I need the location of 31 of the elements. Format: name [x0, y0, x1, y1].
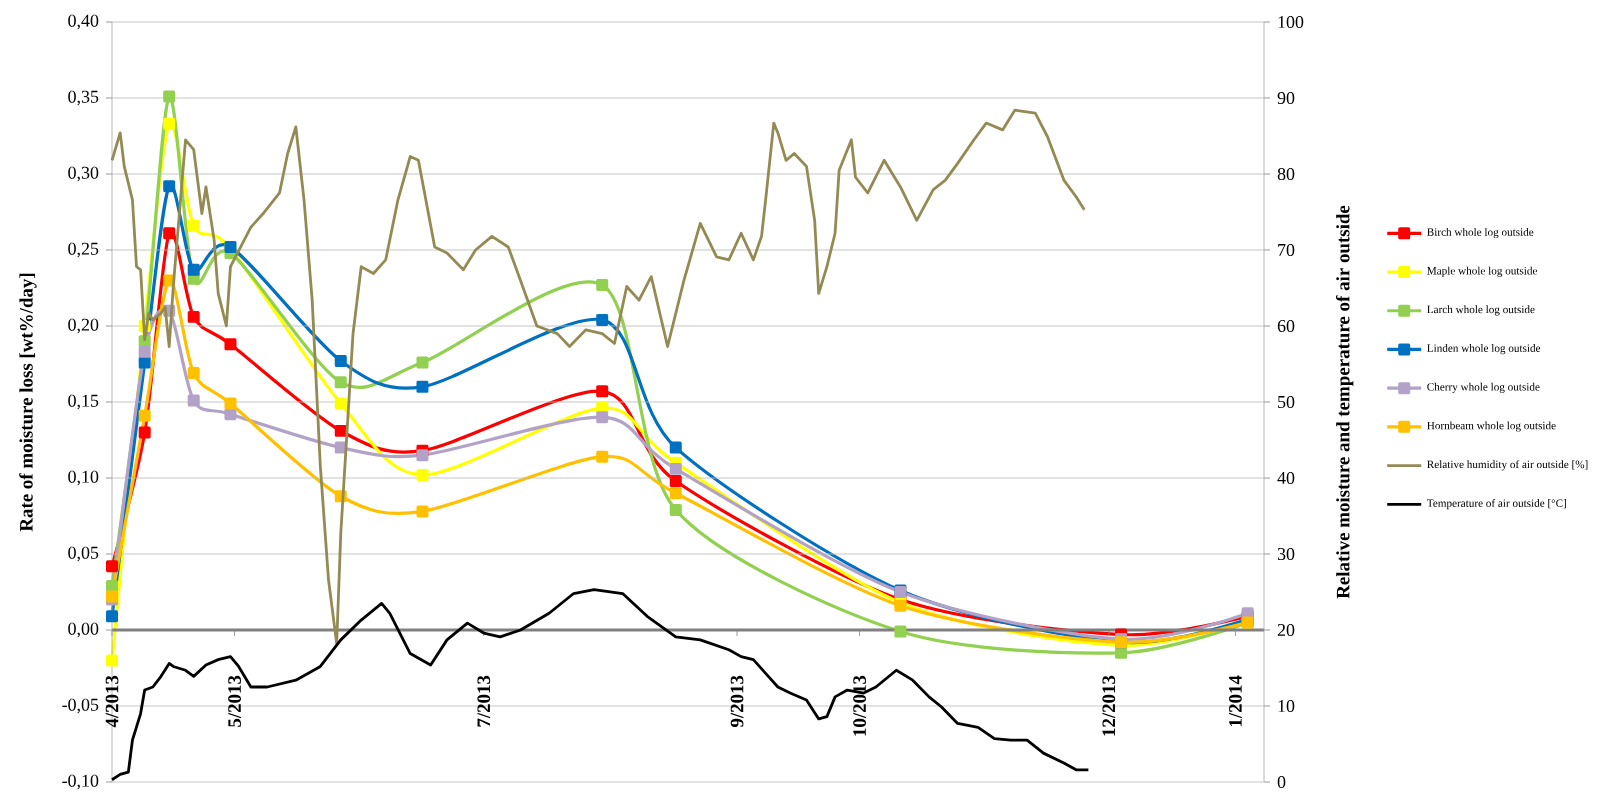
y-tick-label: 0,25	[68, 242, 99, 258]
x-tick-label: 4/2013	[105, 675, 119, 728]
y2-tick-label: 80	[1277, 167, 1295, 181]
y-tick-label: 0,40	[68, 14, 99, 30]
y2-tick-label: 100	[1278, 15, 1304, 29]
x-tick-label: 5/2013	[228, 675, 241, 727]
y2-axis-title: Relative moisture and temperature of air outside	[1335, 205, 1354, 599]
x-tick-label: 1/2014	[1229, 675, 1242, 727]
y2-tick-label: 0	[1277, 775, 1286, 789]
y2-tick-label: 60	[1277, 319, 1295, 333]
x-tick-label: 9/2013	[730, 675, 744, 728]
y-tick-label: 0,30	[68, 166, 99, 182]
y-axis-title: Rate of moisture loss [wt%/day]	[19, 273, 37, 532]
y2-tick-label: 30	[1277, 547, 1295, 561]
x-tick-label: 12/2013	[1102, 675, 1116, 736]
y-tick-label: -0,05	[62, 698, 99, 714]
y2-tick-label: 70	[1278, 243, 1295, 257]
y-tick-label: 0,20	[68, 318, 99, 334]
y-tick-label: 0,10	[68, 470, 99, 486]
y2-tick-label: 40	[1277, 471, 1295, 485]
y2-tick-label: 50	[1278, 395, 1295, 409]
y2-tick-label: 90	[1277, 91, 1295, 105]
x-tick-label: 7/2013	[477, 675, 491, 727]
y-tick-label: -0,10	[62, 774, 99, 790]
y2-tick-label: 10	[1278, 699, 1295, 713]
y-tick-label: 0,05	[68, 546, 99, 562]
x-tick-label: 10/2013	[853, 675, 866, 736]
y2-tick-label: 20	[1277, 623, 1295, 637]
y-tick-label: 0,15	[68, 394, 99, 410]
y-tick-label: 0,35	[68, 90, 99, 106]
y-tick-label: 0,00	[68, 622, 99, 638]
